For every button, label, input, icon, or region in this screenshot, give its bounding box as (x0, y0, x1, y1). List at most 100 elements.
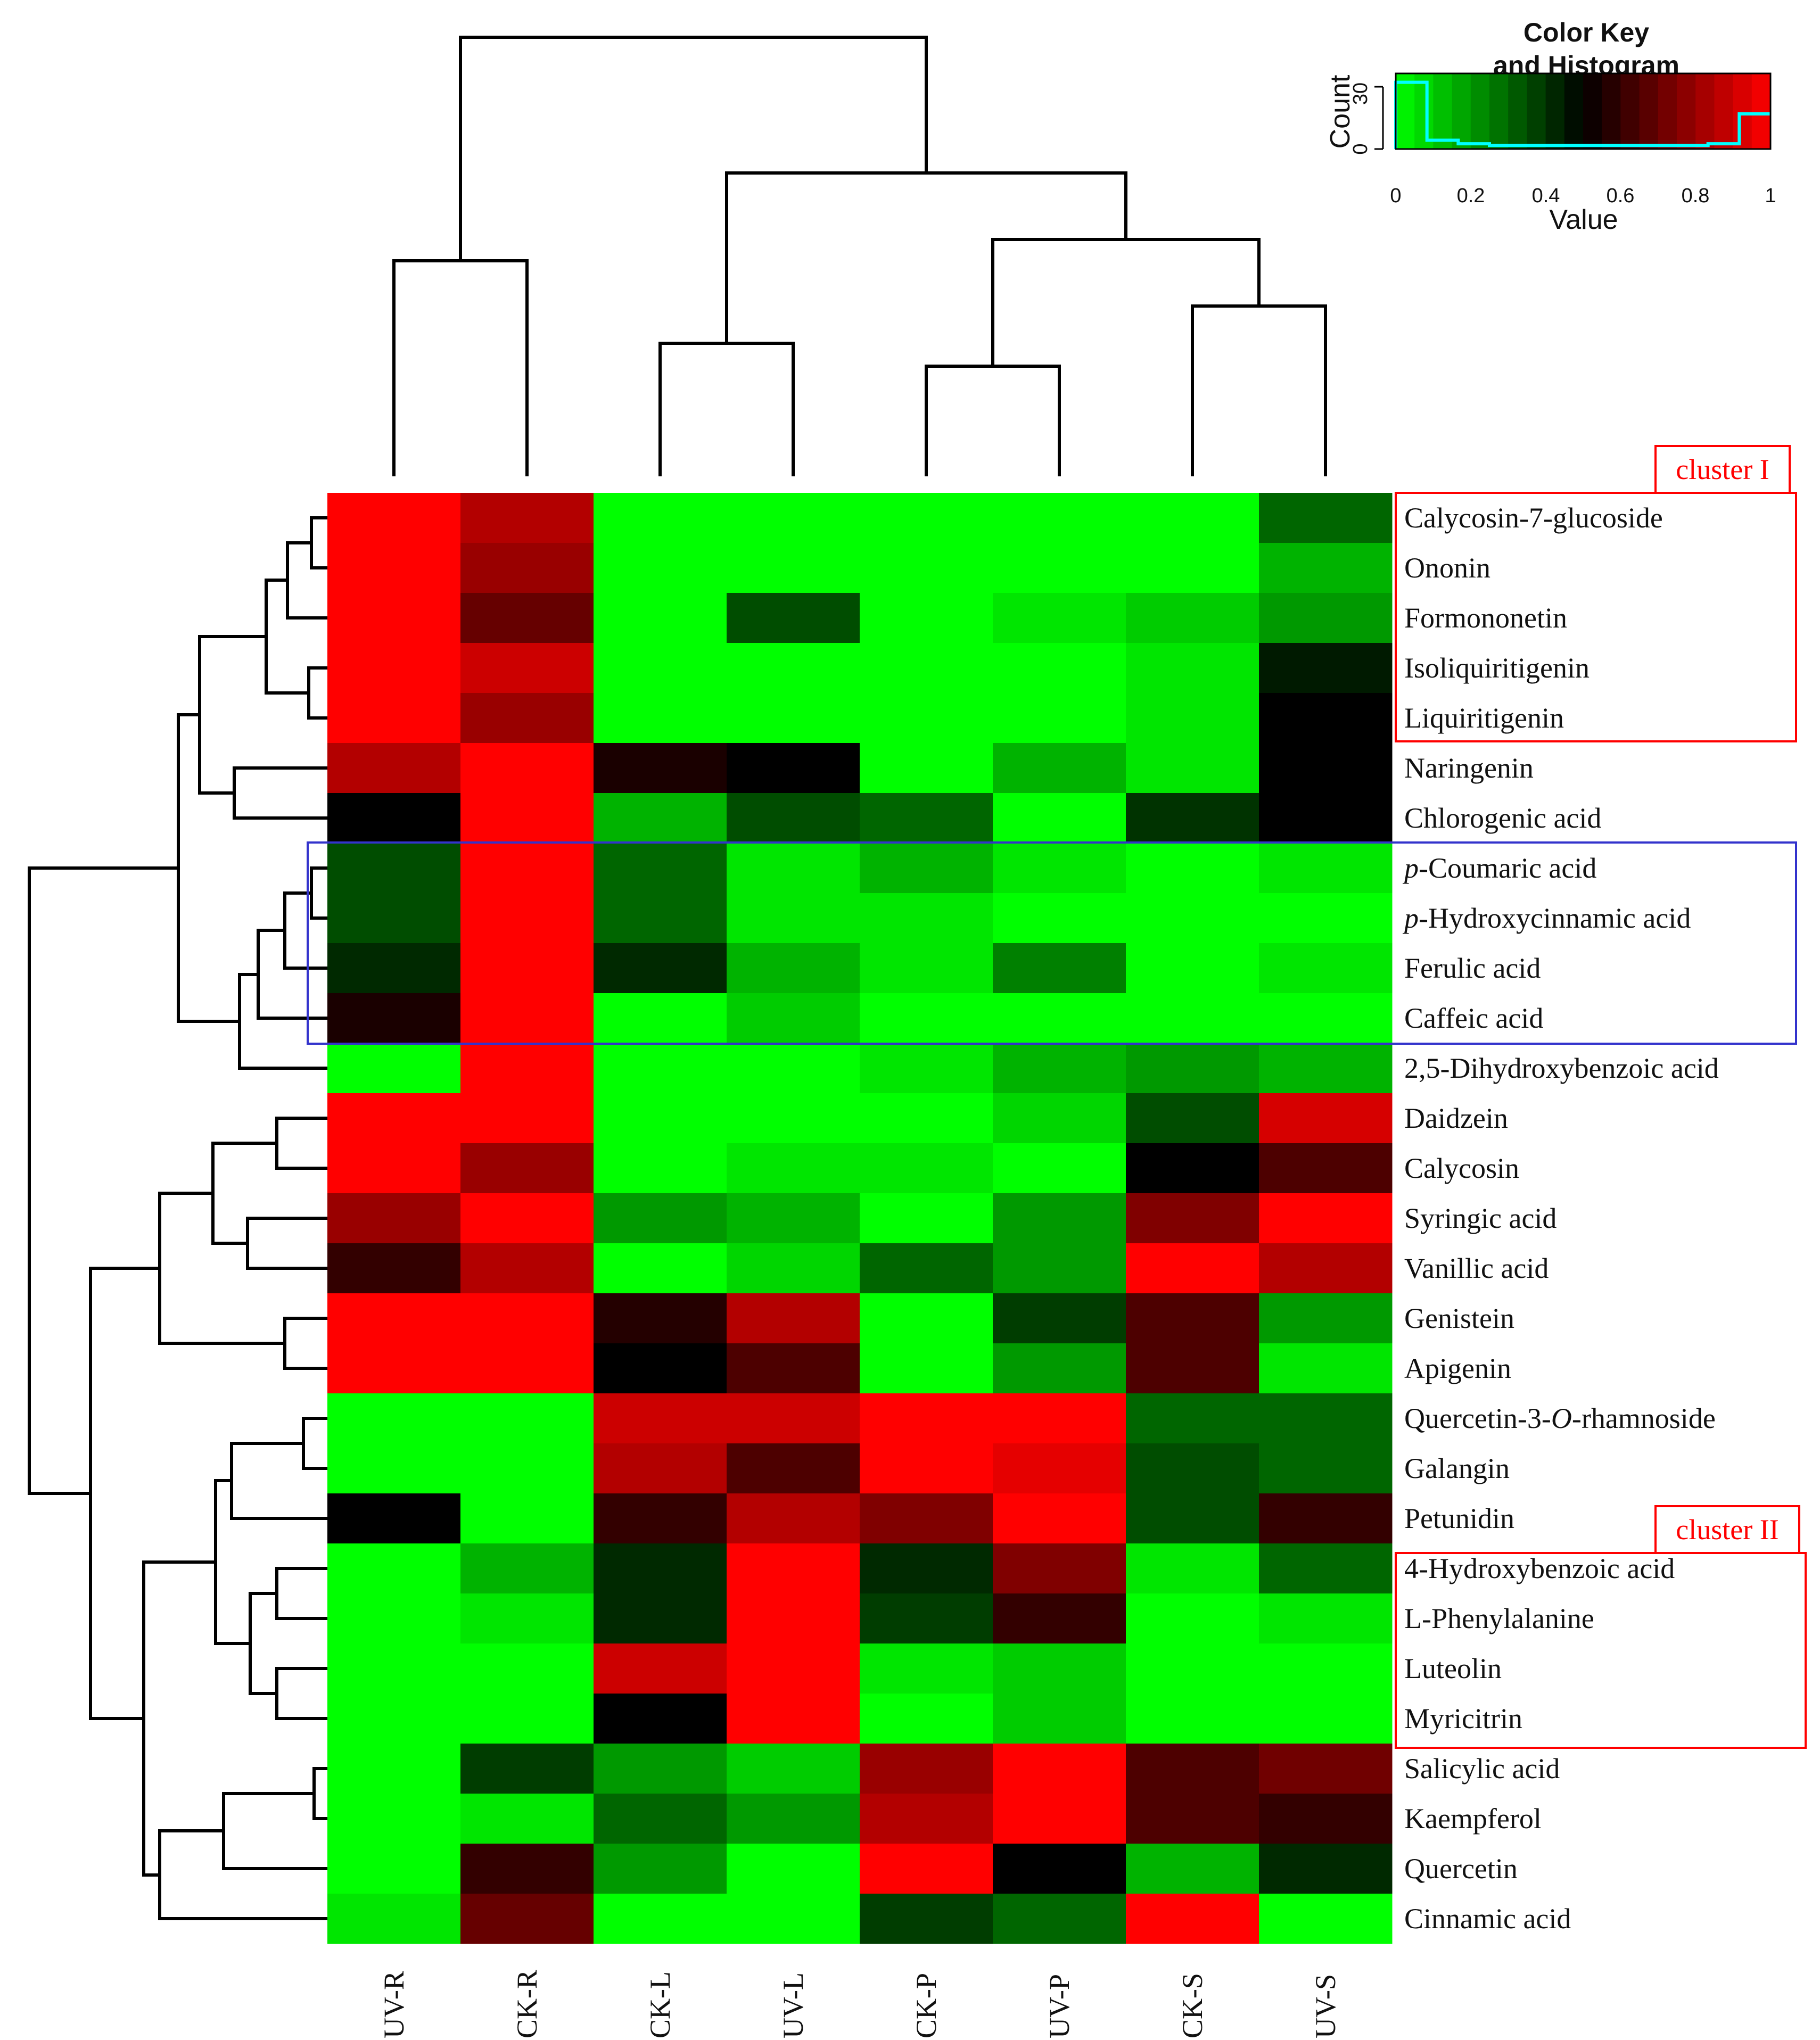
heatmap-cell (460, 993, 594, 1044)
row-label: p-Hydroxycinnamic acid (1402, 902, 1691, 934)
heatmap-cell (1126, 843, 1259, 894)
heatmap-cell (460, 1643, 594, 1694)
row-dendro-branch (211, 1142, 277, 1245)
heatmap-cell (327, 843, 461, 894)
row-label: Apigenin (1404, 1352, 1511, 1384)
heatmap-cell (860, 1443, 993, 1494)
row-label: Chlorogenic acid (1404, 802, 1601, 834)
heatmap-cell (727, 1744, 860, 1794)
heatmap-cell (1259, 1293, 1393, 1344)
heatmap-cell (993, 1643, 1126, 1694)
heatmap-cell (460, 593, 594, 643)
heatmap-cell (460, 1093, 594, 1144)
heatmap-cell (860, 1343, 993, 1394)
heatmap-cell (460, 1794, 594, 1844)
row-dendro-branch (222, 1792, 327, 1870)
color-key: Color Key and Histogram 30 0 Count 0 0.2… (1325, 18, 1776, 235)
heatmap-cell (327, 693, 461, 744)
heatmap-cell (727, 1593, 860, 1644)
heatmap-cell (327, 543, 461, 593)
column-label: CK-R (511, 1970, 543, 2038)
color-key-band (1470, 73, 1490, 149)
heatmap-cell (1259, 593, 1393, 643)
row-dendro-branch (238, 973, 327, 1070)
row-label: Formononetin (1404, 602, 1567, 634)
col-dendro-branch (725, 171, 1127, 343)
heatmap-cell (1126, 693, 1259, 744)
color-key-band (1602, 73, 1621, 149)
heatmap-cell (860, 493, 993, 543)
row-dendro-branch (275, 1567, 327, 1620)
heatmap-cell (594, 1643, 727, 1694)
heatmap-cell (327, 643, 461, 693)
heatmap-cell (993, 843, 1126, 894)
heatmap-cell (327, 1593, 461, 1644)
heatmap-cell (594, 943, 727, 994)
color-key-band (1414, 73, 1434, 149)
col-dendro-branch (1191, 304, 1327, 476)
heatmap-cell (993, 893, 1126, 944)
heatmap-cell (460, 1744, 594, 1794)
cluster-1-box (1395, 492, 1797, 742)
heatmap-cell (1259, 893, 1393, 944)
heatmap-cell (860, 1643, 993, 1694)
heatmap-cell (1259, 1143, 1393, 1194)
heatmap-cell (460, 1193, 594, 1244)
row-labels: Calycosin-7-glucoside Ononin Formononetin I… (1402, 502, 1719, 1935)
heatmap-cell (327, 1744, 461, 1794)
heatmap-cell (860, 1193, 993, 1244)
heatmap-cell (993, 993, 1126, 1044)
heatmap-cell (993, 1143, 1126, 1194)
heatmap-cell (860, 1894, 993, 1944)
heatmap-cell (1126, 1894, 1259, 1944)
color-key-ytick: 0 (1349, 143, 1372, 154)
heatmap-cell (860, 993, 993, 1044)
column-label: UV-S (1310, 1974, 1341, 2038)
heatmap-cell (1259, 493, 1393, 543)
heatmap-cell (327, 1143, 461, 1194)
row-dendro-branch (286, 541, 327, 620)
heatmap-cell (460, 1543, 594, 1594)
heatmap-cell (1259, 643, 1393, 693)
row-label: L-Phenylalanine (1404, 1603, 1594, 1634)
heatmap-cell (327, 743, 461, 794)
row-label: Myricitrin (1404, 1703, 1522, 1735)
heatmap-cell (993, 1744, 1126, 1794)
heatmap-cell (327, 1193, 461, 1244)
heatmap-cell (594, 1293, 727, 1344)
color-key-histogram (1394, 80, 1770, 149)
heatmap-cell (727, 1443, 860, 1494)
column-dendrogram (392, 36, 1327, 476)
color-key-xtick: 0.2 (1457, 185, 1485, 207)
color-key-ytick: 30 (1349, 82, 1372, 105)
heatmap-cell (327, 1844, 461, 1894)
heatmap-cell (1259, 1193, 1393, 1244)
heatmap-cell (327, 893, 461, 944)
heatmap-cell (860, 1293, 993, 1344)
heatmap-cell (594, 643, 727, 693)
heatmap-cell (460, 1293, 594, 1344)
heatmap-cell (860, 743, 993, 794)
heatmap-cell (1126, 1243, 1259, 1294)
color-key-y-label: Count (1325, 75, 1356, 148)
heatmap-cell (993, 1894, 1126, 1944)
heatmap-cell (993, 1193, 1126, 1244)
cluster-2-label-box (1654, 1505, 1800, 1554)
row-dendro-branch (310, 866, 327, 920)
row-dendro-branch (230, 1442, 327, 1520)
heatmap-cell (1259, 743, 1393, 794)
column-label: UV-L (777, 1972, 809, 2038)
heatmap-cell (993, 643, 1126, 693)
heatmap-cell (594, 993, 727, 1044)
heatmap-cell (460, 1894, 594, 1944)
row-label: Ononin (1404, 552, 1490, 584)
heatmap-cell (1126, 1543, 1259, 1594)
heatmap-cell (460, 1243, 594, 1294)
row-label: Naringenin (1404, 752, 1534, 784)
color-key-title: Color Key (1523, 18, 1649, 47)
heatmap-cell (727, 1794, 860, 1844)
row-label: Quercetin (1404, 1853, 1518, 1885)
heatmap-cell (594, 793, 727, 844)
heatmap-cell (860, 1043, 993, 1094)
heatmap-cell (993, 943, 1126, 994)
